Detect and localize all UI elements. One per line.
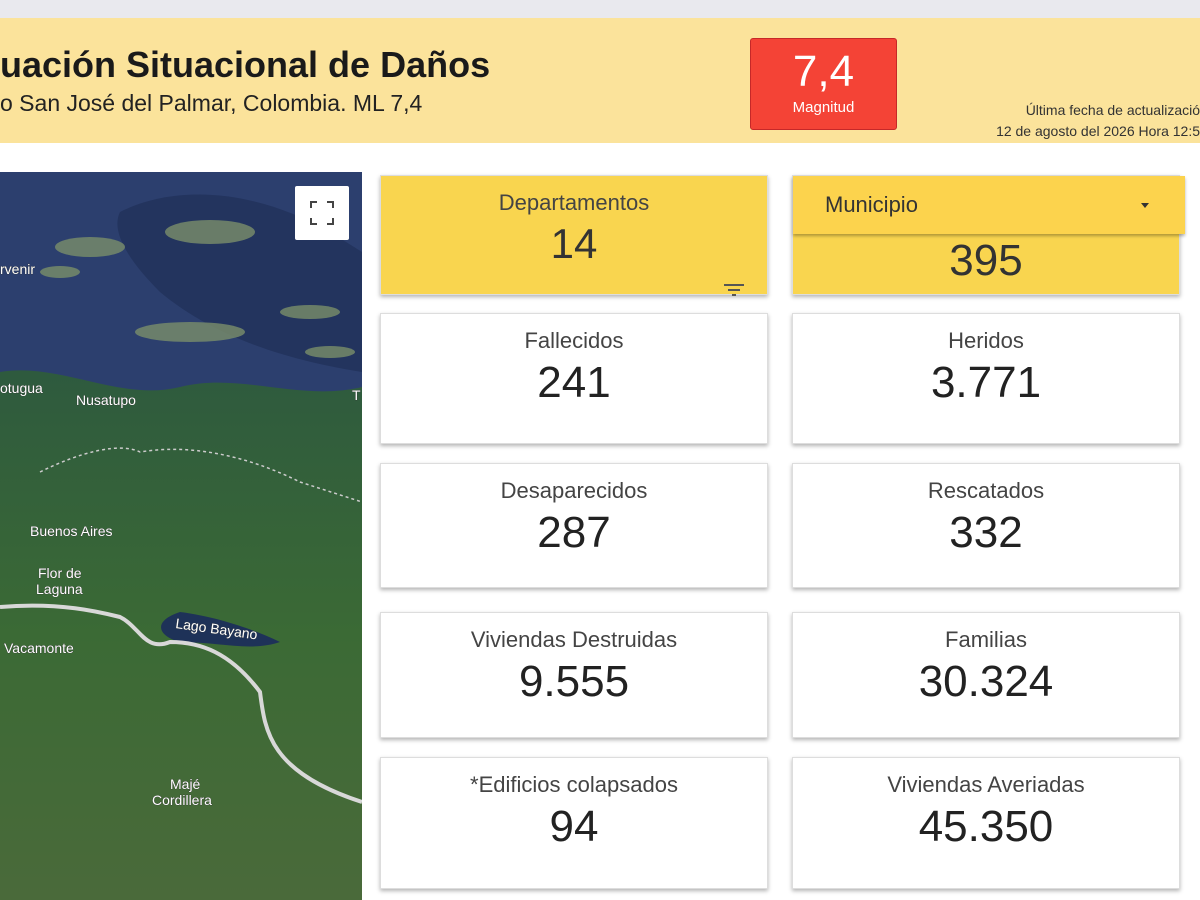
place-label: Laguna [36, 581, 83, 597]
fullscreen-button[interactable] [295, 186, 349, 240]
stat-value: 14 [550, 220, 598, 267]
filter-icon[interactable] [724, 283, 744, 297]
place-label: Nusatupo [76, 392, 136, 408]
stat-card: *Edificios colapsados 94 [380, 757, 768, 889]
place-label: Majé [170, 776, 201, 792]
dropdown-label: Municipio [825, 192, 918, 217]
stat-card: Viviendas Destruidas 9.555 [380, 612, 768, 738]
dropdown[interactable]: Municipio [793, 176, 1185, 234]
stat-label: Viviendas Averiadas [887, 772, 1085, 797]
place-label: Flor de [38, 565, 82, 581]
stat-card: Heridos 3.771 [792, 313, 1180, 444]
stat-label: Rescatados [927, 478, 1045, 503]
magnitude-value: 7,4 [792, 47, 855, 96]
stat-label: *Edificios colapsados [470, 772, 678, 797]
stat-label: Desaparecidos [500, 478, 648, 503]
magnitude-box: 7,4 Magnitud [750, 38, 897, 130]
stat-card: Rescatados 332 [792, 463, 1180, 588]
stat-label: Familias [945, 627, 1027, 652]
stat-value: 94 [549, 802, 599, 851]
stat-card: Departamentos 14 [380, 175, 768, 295]
place-label: rvenir [0, 261, 35, 277]
stat-card: Viviendas Averiadas 45.350 [792, 757, 1180, 889]
place-label: Cordillera [152, 792, 212, 808]
place-label: otugua [0, 380, 43, 396]
update-label: Última fecha de actualizació [1025, 102, 1200, 118]
stat-value: 332 [949, 508, 1023, 557]
subtitle: o San José del Palmar, Colombia. ML 7,4 [0, 90, 423, 116]
stat-value: 30.324 [918, 657, 1054, 706]
stat-card: Fallecidos 241 [380, 313, 768, 444]
place-label: Buenos Aires [30, 523, 113, 539]
stat-value: 9.555 [518, 657, 630, 706]
stat-value: 3.771 [930, 358, 1042, 407]
title: uación Situacional de Daños [0, 44, 491, 85]
stat-card: Familias 30.324 [792, 612, 1180, 738]
dropdown-arrow [1141, 203, 1149, 208]
stat-value: 395 [949, 236, 1023, 285]
stat-card: Desaparecidos 287 [380, 463, 768, 588]
stat-card[interactable]: Municipio 395 [792, 175, 1185, 295]
stat-label: Departamentos [498, 190, 650, 215]
place-label: T [352, 387, 361, 403]
map[interactable]: rvenir otugua Nusatupo T Buenos Aires Fl… [0, 172, 362, 900]
stat-label: Viviendas Destruidas [470, 627, 678, 652]
stat-value: 241 [537, 358, 611, 407]
fullscreen-icon [310, 201, 334, 225]
header: uación Situacional de Daños o San José d… [0, 18, 1200, 143]
magnitude-label: Magnitud [792, 99, 855, 116]
update-date: 12 de agosto del 2026 Hora 12:5 [996, 123, 1200, 139]
stat-value: 45.350 [918, 802, 1054, 851]
stat-label: Fallecidos [524, 328, 624, 353]
top-bar [0, 0, 1200, 18]
stat-value: 287 [537, 508, 611, 557]
stat-label: Heridos [948, 328, 1024, 353]
place-label: Vacamonte [4, 640, 74, 656]
